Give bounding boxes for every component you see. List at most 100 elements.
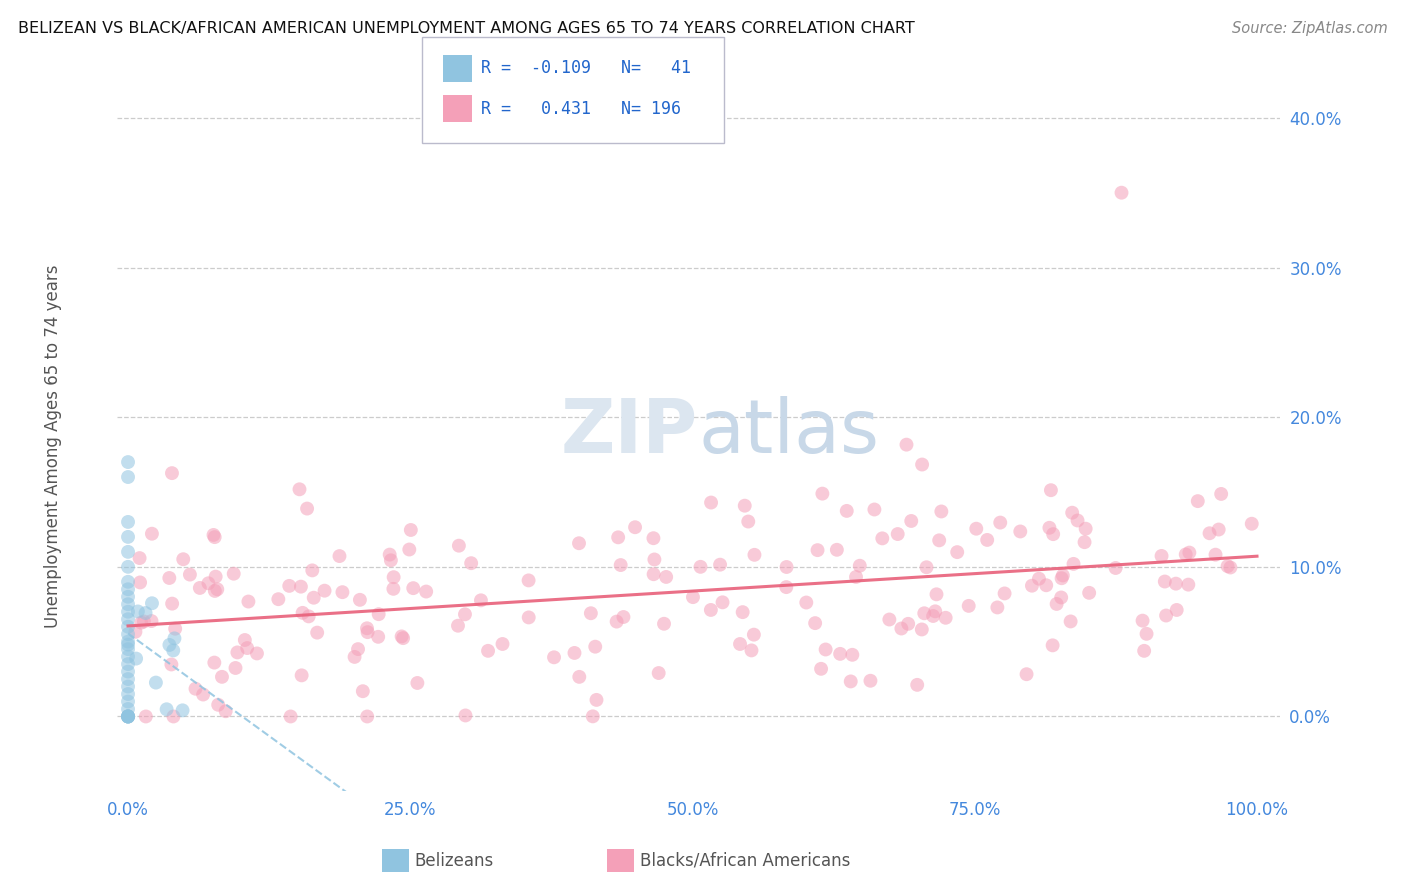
Point <box>607 530 630 544</box>
Point <box>711 595 734 609</box>
Point <box>197 576 219 591</box>
Point <box>117 530 139 544</box>
Point <box>1042 527 1064 541</box>
Point <box>117 642 139 657</box>
Point <box>125 651 148 665</box>
Point <box>124 624 146 639</box>
Point <box>1063 557 1085 571</box>
Point <box>1021 579 1043 593</box>
Point <box>117 657 139 672</box>
Point <box>890 622 912 636</box>
Point <box>307 625 329 640</box>
Point <box>160 597 183 611</box>
Point <box>564 646 586 660</box>
Point <box>931 504 953 518</box>
Point <box>986 600 1008 615</box>
Point <box>1074 522 1097 536</box>
Point <box>794 595 817 609</box>
Point <box>202 656 225 670</box>
Point <box>163 632 186 646</box>
Point <box>141 614 163 628</box>
Point <box>911 623 934 637</box>
Point <box>117 515 139 529</box>
Point <box>988 516 1011 530</box>
Point <box>117 709 139 723</box>
Point <box>839 674 862 689</box>
Point <box>132 615 155 629</box>
Point <box>1166 603 1188 617</box>
Text: BELIZEAN VS BLACK/AFRICAN AMERICAN UNEMPLOYMENT AMONG AGES 65 TO 74 YEARS CORREL: BELIZEAN VS BLACK/AFRICAN AMERICAN UNEMP… <box>18 21 915 36</box>
Point <box>1028 572 1050 586</box>
Point <box>356 621 378 635</box>
Point <box>742 627 765 641</box>
Point <box>830 647 852 661</box>
Point <box>117 665 139 679</box>
Point <box>624 520 647 534</box>
Point <box>207 698 229 712</box>
Text: Unemployment Among Ages 65 to 74 years: Unemployment Among Ages 65 to 74 years <box>45 264 62 628</box>
Point <box>849 558 872 573</box>
Point <box>141 526 163 541</box>
Point <box>1154 608 1177 623</box>
Point <box>1010 524 1032 539</box>
Point <box>447 539 470 553</box>
Point <box>188 581 211 595</box>
Point <box>117 680 139 694</box>
Text: Source: ZipAtlas.com: Source: ZipAtlas.com <box>1232 21 1388 36</box>
Point <box>946 545 969 559</box>
Point <box>117 545 139 559</box>
Point <box>682 590 704 604</box>
Text: Belizeans: Belizeans <box>415 852 494 870</box>
Point <box>579 606 602 620</box>
Point <box>643 567 665 582</box>
Point <box>709 558 731 572</box>
Point <box>215 704 238 718</box>
Point <box>915 560 938 574</box>
Point <box>1104 561 1126 575</box>
Point <box>162 709 184 723</box>
Point <box>1216 559 1239 574</box>
Point <box>159 638 181 652</box>
Point <box>1062 506 1084 520</box>
Point <box>814 642 837 657</box>
Point <box>886 527 908 541</box>
Text: Blacks/African Americans: Blacks/African Americans <box>640 852 851 870</box>
Point <box>367 630 389 644</box>
Point <box>740 643 762 657</box>
Point <box>1050 591 1073 605</box>
Point <box>835 504 858 518</box>
Point <box>267 592 290 607</box>
Point <box>879 613 901 627</box>
Point <box>117 702 139 716</box>
Point <box>652 616 675 631</box>
Point <box>810 662 832 676</box>
Point <box>1133 644 1156 658</box>
Point <box>728 637 751 651</box>
Point <box>117 672 139 686</box>
Point <box>117 605 139 619</box>
Point <box>1111 186 1133 200</box>
Point <box>382 570 405 584</box>
Point <box>391 629 413 643</box>
Point <box>643 552 665 566</box>
Point <box>291 668 314 682</box>
Point <box>744 548 766 562</box>
Point <box>117 709 139 723</box>
Point <box>157 571 180 585</box>
Point <box>165 622 187 636</box>
Point <box>965 522 987 536</box>
Point <box>924 604 946 618</box>
Point <box>156 702 179 716</box>
Point <box>1150 549 1173 563</box>
Point <box>117 709 139 723</box>
Point <box>976 533 998 547</box>
Point <box>1015 667 1038 681</box>
Point <box>454 708 477 723</box>
Point <box>238 594 260 608</box>
Point <box>1198 526 1220 541</box>
Point <box>392 631 415 645</box>
Point <box>612 610 634 624</box>
Point <box>957 599 980 613</box>
Point <box>1177 577 1199 591</box>
Point <box>378 548 401 562</box>
